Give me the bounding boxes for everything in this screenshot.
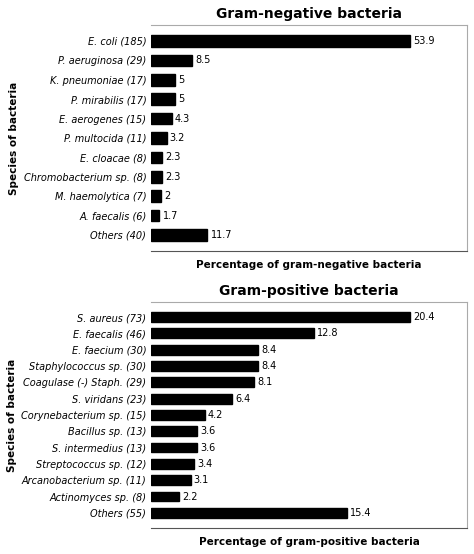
- Text: 8.4: 8.4: [261, 361, 276, 371]
- Bar: [151, 491, 179, 501]
- Text: 4.2: 4.2: [208, 410, 223, 420]
- Text: 2.3: 2.3: [165, 172, 181, 182]
- Bar: [151, 361, 258, 371]
- Y-axis label: Species of bacteria: Species of bacteria: [9, 81, 19, 194]
- Text: 3.6: 3.6: [200, 426, 215, 436]
- Text: 5: 5: [178, 75, 184, 85]
- Bar: [151, 329, 314, 338]
- Text: 8.1: 8.1: [257, 377, 273, 387]
- Text: 53.9: 53.9: [413, 36, 435, 46]
- Text: 2.2: 2.2: [182, 491, 198, 501]
- Text: 4.3: 4.3: [175, 114, 190, 124]
- Y-axis label: Species of bacteria: Species of bacteria: [7, 358, 17, 471]
- Bar: [151, 394, 232, 403]
- Bar: [151, 54, 192, 66]
- Text: 3.1: 3.1: [194, 475, 209, 485]
- Text: 8.5: 8.5: [195, 55, 210, 65]
- Text: 3.6: 3.6: [200, 443, 215, 453]
- Bar: [151, 74, 175, 86]
- Text: 20.4: 20.4: [413, 312, 435, 322]
- Bar: [151, 508, 346, 518]
- Text: 3.4: 3.4: [198, 459, 213, 469]
- Title: Gram-negative bacteria: Gram-negative bacteria: [216, 7, 402, 21]
- Bar: [151, 94, 175, 105]
- Bar: [151, 229, 208, 241]
- Bar: [151, 475, 191, 485]
- Text: 11.7: 11.7: [210, 230, 232, 240]
- Bar: [151, 410, 204, 420]
- Text: 15.4: 15.4: [350, 508, 371, 518]
- Text: 3.2: 3.2: [170, 133, 185, 143]
- Text: 12.8: 12.8: [317, 329, 338, 338]
- Title: Gram-positive bacteria: Gram-positive bacteria: [219, 284, 399, 298]
- Bar: [151, 312, 410, 322]
- Bar: [151, 459, 194, 469]
- Bar: [151, 377, 254, 387]
- Bar: [151, 210, 159, 222]
- Text: 2: 2: [164, 191, 170, 201]
- Bar: [151, 171, 162, 183]
- Bar: [151, 132, 166, 144]
- X-axis label: Percentage of gram-negative bacteria: Percentage of gram-negative bacteria: [196, 260, 422, 270]
- Bar: [151, 35, 410, 47]
- Text: 1.7: 1.7: [163, 211, 178, 220]
- Bar: [151, 113, 172, 125]
- Text: 8.4: 8.4: [261, 345, 276, 355]
- Bar: [151, 443, 197, 453]
- Bar: [151, 152, 162, 163]
- Text: 5: 5: [178, 94, 184, 104]
- Bar: [151, 427, 197, 436]
- Bar: [151, 345, 258, 355]
- Bar: [151, 191, 161, 202]
- Text: 6.4: 6.4: [236, 394, 251, 404]
- X-axis label: Percentage of gram-positive bacteria: Percentage of gram-positive bacteria: [199, 537, 419, 547]
- Text: 2.3: 2.3: [165, 152, 181, 162]
